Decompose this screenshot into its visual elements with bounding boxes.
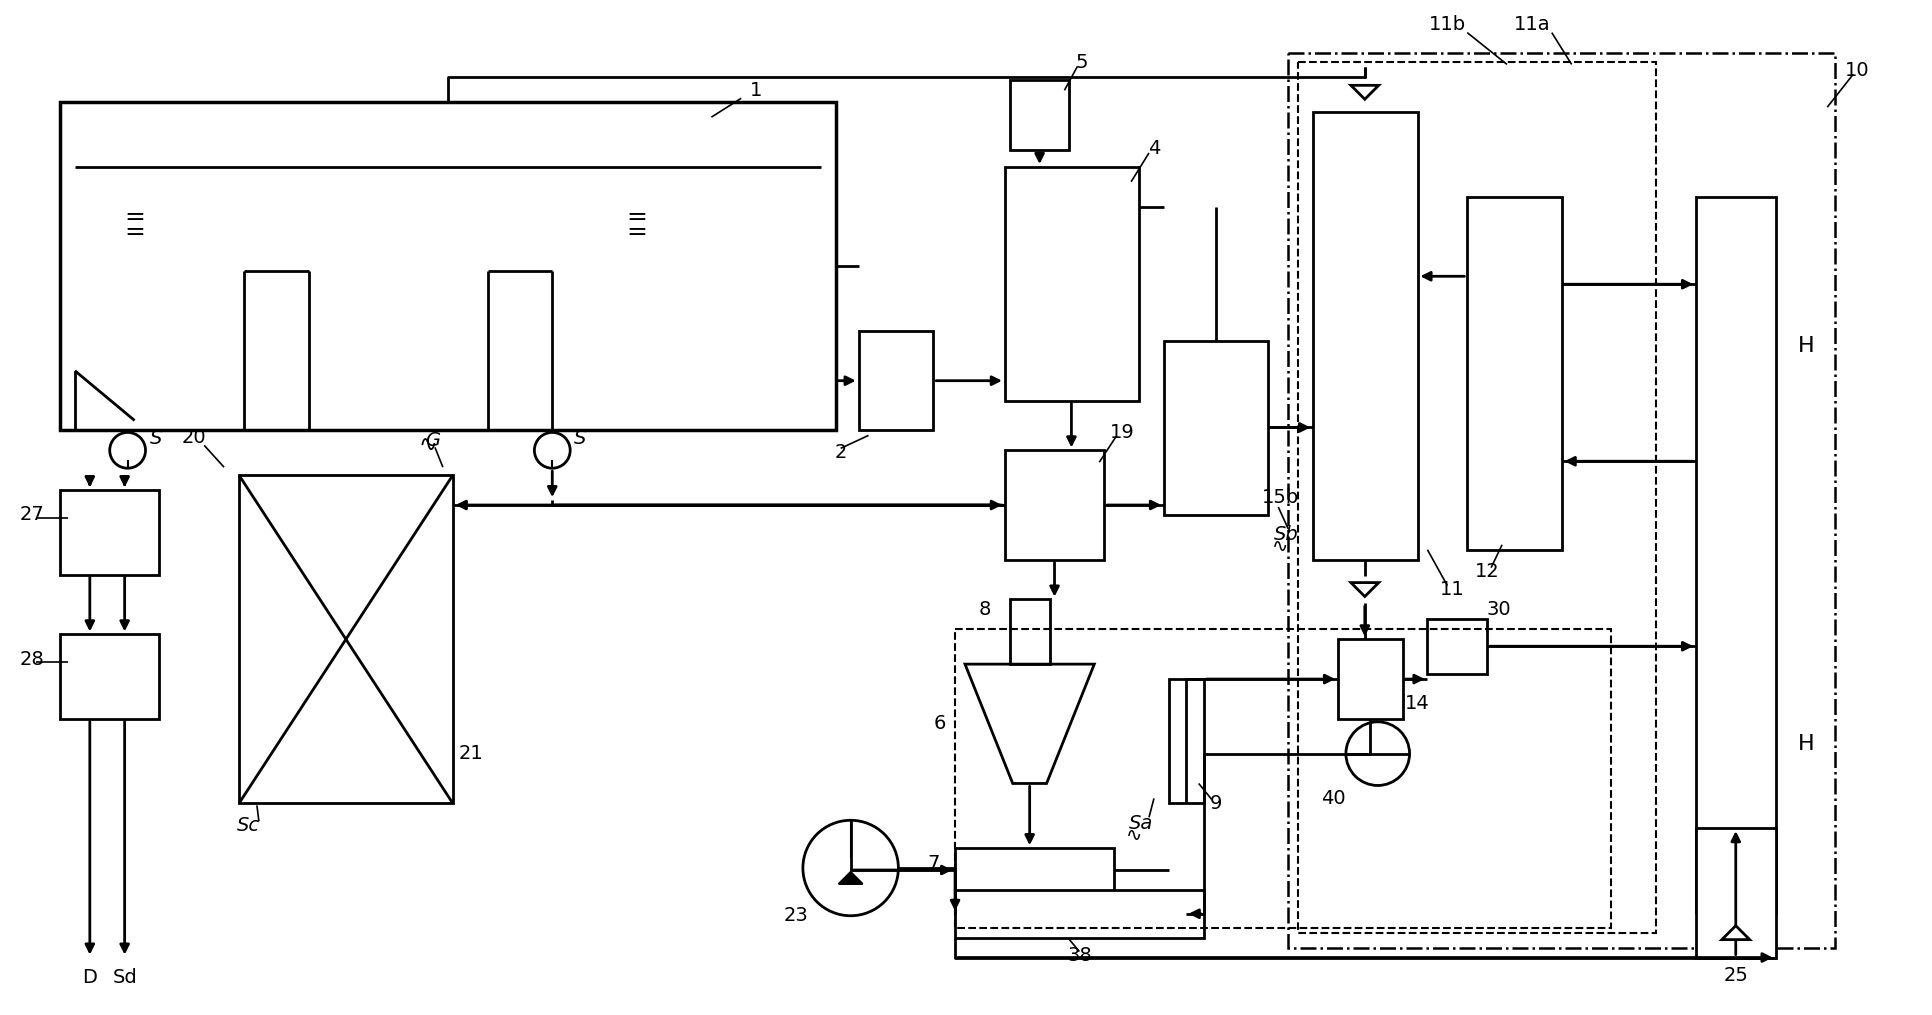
Bar — [1426, 619, 1486, 674]
Text: =: = — [626, 205, 647, 228]
Text: =: = — [124, 219, 145, 244]
Text: 1: 1 — [750, 81, 761, 99]
Bar — [1337, 639, 1403, 719]
Bar — [1009, 600, 1049, 664]
Text: 11: 11 — [1439, 580, 1464, 599]
Text: 40: 40 — [1320, 789, 1345, 808]
Text: D: D — [83, 968, 97, 987]
Bar — [1005, 451, 1103, 559]
Text: 4: 4 — [1148, 139, 1159, 158]
Text: 6: 6 — [933, 715, 947, 733]
Text: 28: 28 — [19, 650, 44, 669]
Text: 21: 21 — [458, 744, 483, 763]
Bar — [954, 849, 1113, 893]
Text: 19: 19 — [1109, 423, 1134, 442]
Text: Sd: Sd — [112, 968, 137, 987]
Text: Sc: Sc — [238, 816, 261, 834]
Polygon shape — [1350, 583, 1378, 597]
Bar — [1287, 53, 1833, 948]
Text: S: S — [149, 429, 162, 448]
Text: S: S — [574, 429, 585, 448]
Text: Sb: Sb — [1273, 526, 1298, 544]
Bar — [1163, 341, 1267, 515]
Text: H: H — [1797, 734, 1812, 754]
Text: 11b: 11b — [1428, 15, 1464, 35]
Text: 27: 27 — [19, 505, 44, 525]
Text: 14: 14 — [1405, 694, 1430, 714]
Bar — [1298, 63, 1656, 933]
Text: 25: 25 — [1723, 966, 1747, 985]
Polygon shape — [838, 872, 862, 884]
Text: =: = — [124, 205, 145, 228]
Bar — [1312, 113, 1416, 559]
Text: G: G — [425, 431, 440, 450]
Text: 23: 23 — [782, 906, 808, 926]
Text: Sa: Sa — [1128, 814, 1153, 832]
Text: 8: 8 — [978, 600, 991, 619]
Polygon shape — [1721, 926, 1748, 940]
Text: 5: 5 — [1074, 53, 1088, 72]
Text: H: H — [1797, 336, 1812, 356]
Text: 11a: 11a — [1513, 15, 1549, 35]
Text: =: = — [626, 219, 647, 244]
Text: ∿: ∿ — [1271, 537, 1289, 556]
Bar — [858, 331, 933, 430]
Bar — [954, 629, 1611, 928]
Text: 38: 38 — [1066, 946, 1092, 965]
Text: 12: 12 — [1474, 562, 1499, 582]
Text: ∿: ∿ — [1124, 825, 1142, 844]
Text: 7: 7 — [927, 854, 939, 873]
Bar — [60, 634, 158, 719]
Bar — [1009, 80, 1068, 150]
Text: ∿: ∿ — [419, 435, 437, 456]
Bar — [60, 103, 835, 430]
Text: 10: 10 — [1843, 61, 1868, 80]
Bar — [1694, 197, 1776, 912]
Polygon shape — [1350, 85, 1378, 99]
Bar — [240, 475, 452, 803]
Text: 30: 30 — [1486, 600, 1511, 619]
Text: 2: 2 — [835, 443, 846, 462]
Bar — [60, 490, 158, 574]
Text: 15b: 15b — [1262, 487, 1298, 506]
Text: 20: 20 — [182, 428, 207, 447]
Bar — [1005, 166, 1138, 401]
Bar — [1694, 828, 1776, 957]
Bar — [954, 890, 1204, 938]
Text: 9: 9 — [1209, 794, 1221, 813]
Bar — [1169, 679, 1204, 803]
Bar — [1466, 197, 1561, 550]
